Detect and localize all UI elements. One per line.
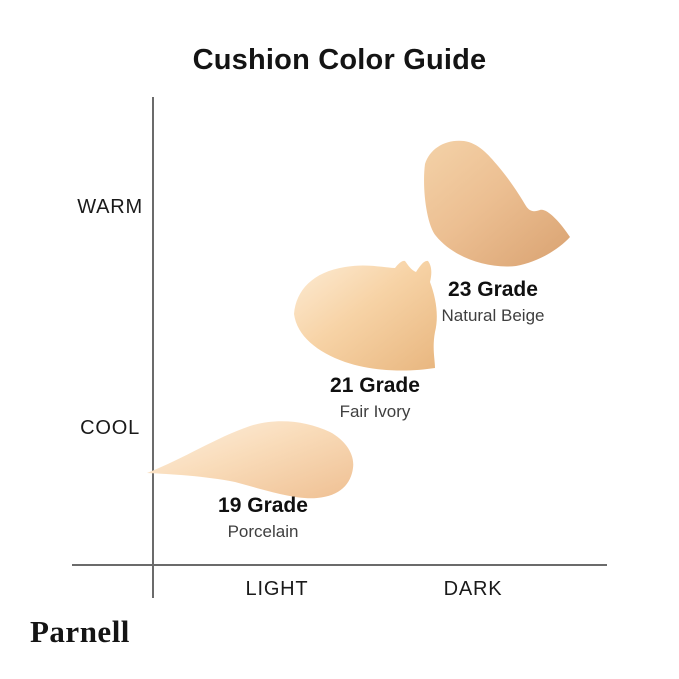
- grade-text: 21 Grade: [330, 374, 420, 397]
- swatch-label-21: 21 Grade Fair Ivory: [275, 374, 475, 422]
- grade-text: 19 Grade: [218, 494, 308, 517]
- shade-name: Natural Beige: [441, 306, 545, 325]
- x-axis-label-light: LIGHT: [245, 578, 309, 600]
- swatch-19-porcelain: [147, 421, 354, 499]
- grade-text: 23 Grade: [448, 278, 538, 301]
- shade-name: Fair Ivory: [339, 402, 411, 421]
- x-axis-line: [72, 564, 607, 566]
- swatch-21-fair-ivory: [294, 260, 437, 371]
- y-axis-label-warm: WARM: [77, 196, 143, 218]
- swatch-label-23: 23 Grade Natural Beige: [393, 278, 593, 326]
- brand-logo: Parnell: [30, 614, 130, 649]
- shade-name: Porcelain: [227, 522, 299, 541]
- swatch-23-natural-beige: [424, 140, 570, 267]
- y-axis-label-cool: COOL: [80, 417, 140, 439]
- swatch-label-19: 19 Grade Porcelain: [163, 494, 363, 542]
- page-title: Cushion Color Guide: [192, 44, 487, 76]
- x-axis-label-dark: DARK: [443, 578, 503, 600]
- y-axis-line: [152, 97, 154, 598]
